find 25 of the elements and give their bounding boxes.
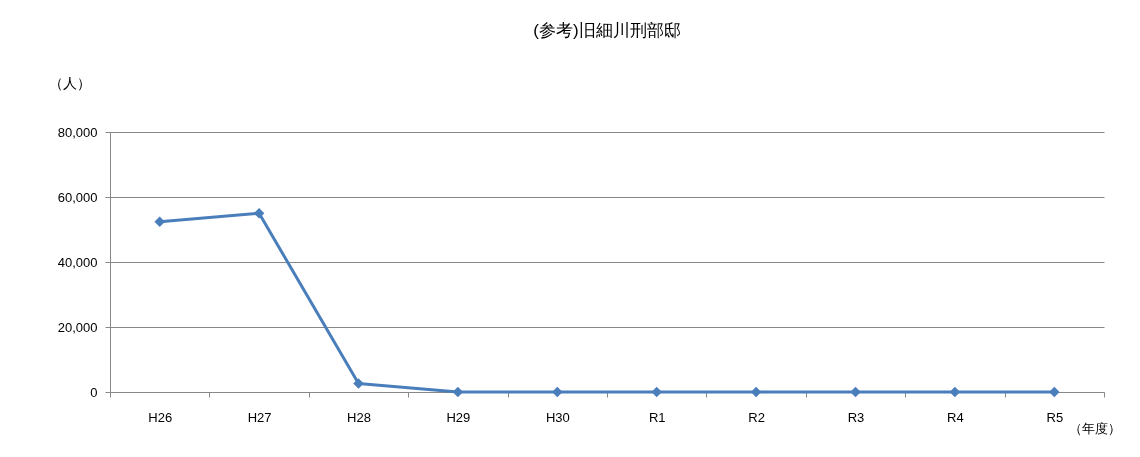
y-tick-label: 60,000 xyxy=(57,189,98,205)
x-tick-label: R3 xyxy=(847,409,865,425)
point xyxy=(253,208,265,219)
x-tick-label: H26 xyxy=(148,409,173,425)
x-tick-label: H29 xyxy=(446,409,471,425)
point xyxy=(850,386,861,398)
x-axis-title: （年度） xyxy=(1068,420,1121,436)
x-tick-label: R2 xyxy=(748,409,765,425)
x-tick-label: R1 xyxy=(648,409,666,425)
x-tick-label: H30 xyxy=(545,409,570,425)
point xyxy=(1049,386,1060,398)
y-tick-label: 40,000 xyxy=(57,254,98,270)
y-tick-label: 0 xyxy=(90,384,98,400)
y-tick-label: 80,000 xyxy=(57,124,98,140)
chart-title: (参考)旧細川刑部邸 xyxy=(533,21,681,40)
point xyxy=(154,216,165,227)
point xyxy=(651,386,662,398)
x-tick-label: R4 xyxy=(947,409,964,425)
y-tick-label: 20,000 xyxy=(57,319,98,335)
point xyxy=(552,386,563,398)
y-axis-title: （人） xyxy=(48,74,91,91)
x-tick-label: R5 xyxy=(1046,409,1064,425)
x-tick-label: H27 xyxy=(247,409,272,425)
x-tick-label: H28 xyxy=(347,409,371,425)
point xyxy=(353,378,364,389)
